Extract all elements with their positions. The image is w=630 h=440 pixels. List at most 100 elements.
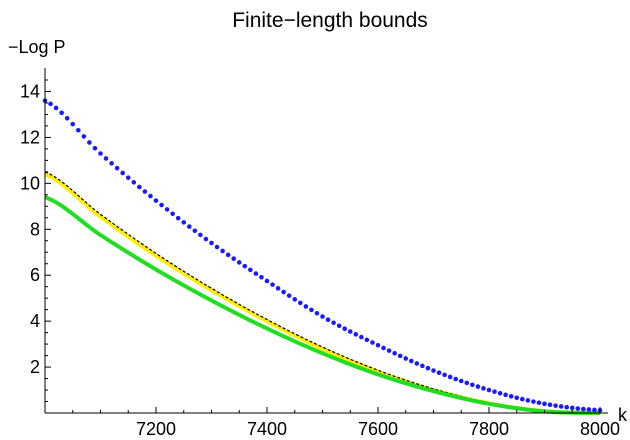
data-point <box>164 207 170 212</box>
data-point <box>564 404 569 410</box>
data-point <box>531 399 536 404</box>
series-green-line <box>44 195 601 415</box>
data-point <box>53 105 59 111</box>
data-point <box>525 398 531 403</box>
x-tick-label: 7200 <box>136 419 176 439</box>
data-point <box>458 378 464 384</box>
data-point <box>386 348 392 353</box>
data-point <box>520 396 525 402</box>
data-point <box>359 334 364 340</box>
data-point <box>586 407 592 412</box>
y-ticks: 2 4 6 8 10 12 14 <box>20 79 51 403</box>
data-point <box>131 180 137 185</box>
data-point <box>575 406 581 411</box>
data-point <box>64 115 70 121</box>
data-point <box>553 403 558 408</box>
data-point <box>409 358 414 364</box>
y-tick-label: 6 <box>30 265 40 285</box>
data-point <box>125 175 131 180</box>
data-point <box>286 293 292 298</box>
data-point <box>481 386 486 391</box>
data-point <box>48 101 53 107</box>
data-point <box>170 211 175 217</box>
data-point <box>453 376 459 382</box>
data-point <box>92 145 98 151</box>
y-tick-label: 2 <box>30 357 40 377</box>
data-point <box>264 278 270 284</box>
data-point <box>431 368 436 373</box>
data-point <box>503 392 508 398</box>
series-yellow-line <box>44 172 601 415</box>
y-tick-label: 12 <box>20 127 40 147</box>
data-point <box>536 400 542 406</box>
plot-area <box>42 98 603 415</box>
data-point <box>375 342 381 348</box>
data-point <box>220 248 225 254</box>
x-axis-label: k <box>618 405 628 425</box>
series-black-dashed-line <box>44 171 601 414</box>
data-point <box>81 134 87 139</box>
data-point <box>403 356 409 361</box>
y-tick-label: 4 <box>30 311 40 331</box>
x-tick-label: 7400 <box>247 419 287 439</box>
data-point <box>309 307 314 313</box>
data-point <box>547 402 553 408</box>
data-point <box>270 282 275 287</box>
data-point <box>137 184 142 190</box>
data-point <box>209 240 214 246</box>
data-point <box>414 361 420 366</box>
data-point <box>281 289 286 295</box>
data-point <box>569 405 575 411</box>
data-point <box>508 394 514 399</box>
data-point <box>353 332 359 337</box>
data-point <box>298 300 303 306</box>
data-point <box>70 121 76 127</box>
data-point <box>447 374 453 380</box>
data-point <box>114 165 120 171</box>
data-point <box>581 406 586 412</box>
data-point <box>420 363 425 369</box>
data-point <box>464 380 470 386</box>
data-point <box>148 193 153 199</box>
data-point <box>159 202 164 208</box>
data-point <box>153 198 159 203</box>
chart-title: Finite−length bounds <box>232 9 428 32</box>
y-tick-label: 10 <box>20 173 40 193</box>
data-point <box>558 404 564 409</box>
data-point <box>320 314 325 319</box>
data-point <box>214 244 220 250</box>
data-point <box>475 384 481 389</box>
data-point <box>103 156 109 161</box>
x-ticks: 7200 7400 7600 7800 8000 <box>44 407 620 439</box>
data-point <box>347 329 353 334</box>
data-point <box>397 353 403 359</box>
data-point <box>59 110 64 116</box>
data-point <box>198 232 203 238</box>
data-point <box>381 345 386 351</box>
data-point <box>275 286 281 291</box>
x-tick-label: 7800 <box>469 419 509 439</box>
data-point <box>242 263 248 269</box>
x-tick-label: 8000 <box>580 419 620 439</box>
data-point <box>436 370 442 376</box>
data-point <box>142 189 148 194</box>
data-point <box>497 390 503 396</box>
data-point <box>187 224 192 229</box>
data-point <box>331 320 336 326</box>
data-point <box>98 151 103 156</box>
data-point <box>203 236 209 242</box>
data-point <box>248 267 253 273</box>
data-point <box>120 170 125 176</box>
data-point <box>342 326 348 331</box>
x-tick-label: 7600 <box>358 419 398 439</box>
data-point <box>253 271 259 276</box>
data-point <box>225 252 231 258</box>
data-point <box>314 310 320 316</box>
data-point <box>542 401 547 407</box>
data-point <box>231 256 236 261</box>
data-point <box>76 127 81 133</box>
data-point <box>470 382 475 388</box>
y-tick-label: 14 <box>20 81 40 101</box>
data-point <box>592 407 597 413</box>
